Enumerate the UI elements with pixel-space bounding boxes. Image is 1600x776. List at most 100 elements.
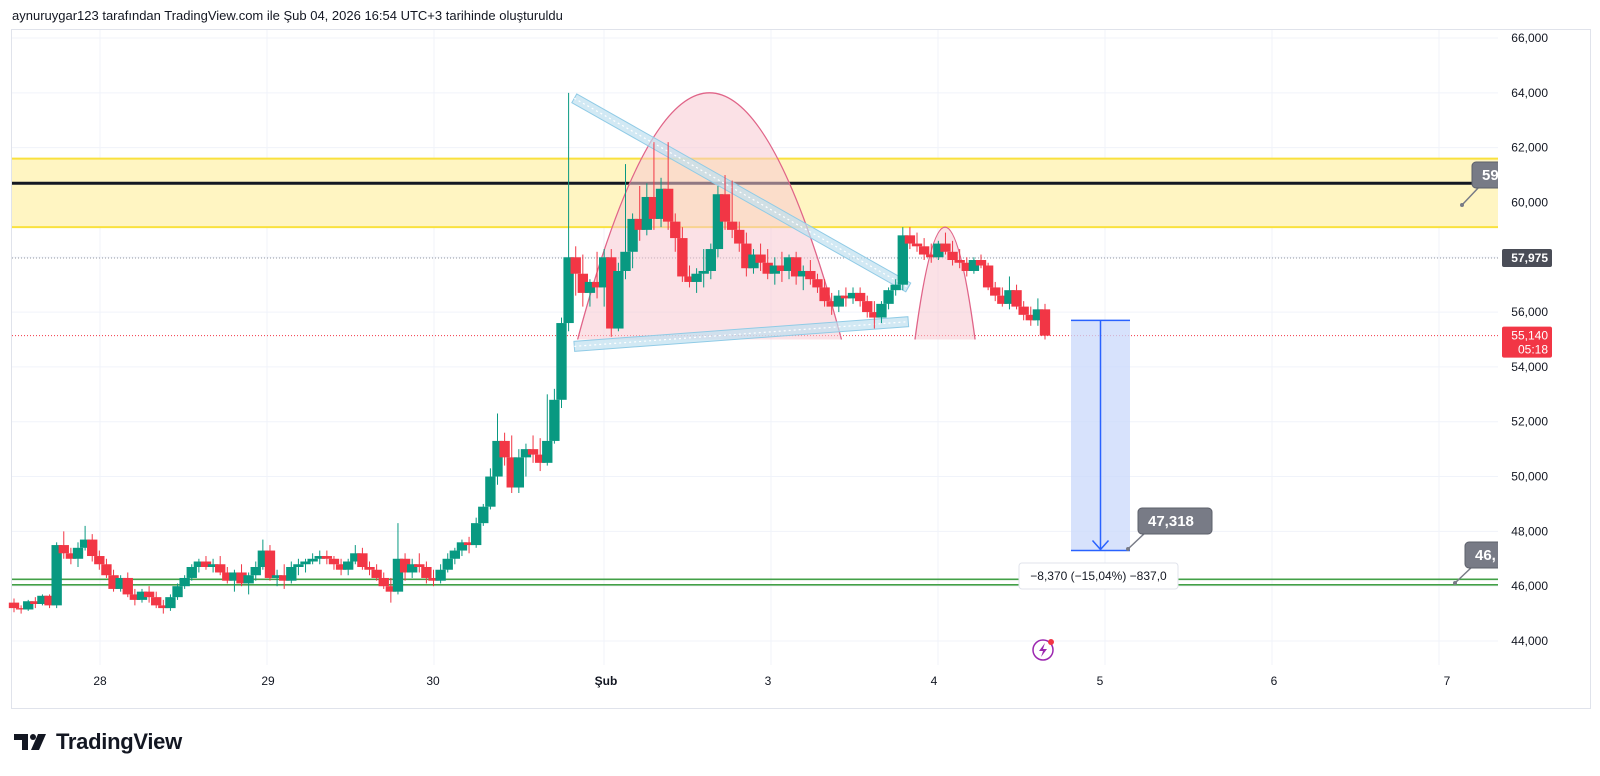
price-callout-text: 46, — [1475, 547, 1496, 564]
x-axis-tick-label: 28 — [93, 674, 107, 688]
candle — [499, 432, 510, 466]
tradingview-logo[interactable]: TradingView — [14, 729, 182, 755]
y-axis-tick-label: 56,000 — [1511, 305, 1548, 319]
marked-price-tag: 57,975 — [1502, 248, 1552, 267]
candle — [186, 564, 197, 581]
candle — [670, 213, 681, 252]
chart-attribution: aynuruygar123 tarafından TradingView.com… — [12, 8, 563, 23]
candle — [883, 287, 894, 310]
candle-body — [94, 556, 105, 565]
candle-body — [847, 292, 859, 299]
y-axis-tick-label: 44,000 — [1511, 634, 1548, 648]
candle — [243, 572, 254, 595]
y-axis[interactable]: 66,00064,00062,00060,00058,00056,00054,0… — [1502, 31, 1552, 648]
candle — [300, 558, 311, 573]
candle-body — [897, 235, 908, 285]
candle-body — [542, 440, 553, 463]
candle — [556, 317, 567, 409]
candle-body — [243, 575, 254, 584]
candle — [769, 257, 780, 285]
candle-body — [1039, 309, 1051, 336]
price-callout-box — [1471, 161, 1498, 189]
candle — [364, 561, 375, 576]
candle-body — [193, 561, 205, 567]
candle-body — [470, 523, 482, 546]
candle-body — [926, 254, 937, 258]
candle — [719, 175, 731, 230]
candle-body — [108, 575, 119, 589]
candle — [961, 257, 972, 277]
candle — [321, 550, 333, 565]
candle-body — [698, 270, 709, 274]
candle — [854, 287, 866, 307]
candle-body — [300, 561, 311, 565]
candle — [343, 558, 354, 576]
candle — [869, 301, 880, 329]
candle — [72, 542, 84, 567]
candle — [421, 561, 432, 584]
candle-body — [513, 457, 525, 488]
candle-body — [421, 566, 432, 578]
candle — [997, 287, 1008, 307]
candle-body — [876, 303, 887, 318]
candle — [584, 279, 596, 307]
candle — [264, 545, 276, 581]
candle — [840, 287, 852, 307]
candle-body — [442, 558, 453, 570]
candle — [655, 177, 667, 228]
alert-badge[interactable] — [1032, 639, 1054, 661]
candle — [975, 254, 987, 269]
candle — [847, 287, 859, 304]
candle — [399, 553, 411, 581]
candle-body — [684, 276, 695, 282]
candle-body — [790, 257, 802, 277]
candle — [286, 561, 297, 584]
x-axis[interactable]: 28 29 30 Şub 3 4 5 6 7 — [93, 674, 1450, 688]
price-callout-anchor — [1453, 581, 1457, 585]
candle-body — [15, 608, 27, 610]
candle-body — [115, 577, 126, 589]
candle-body — [783, 257, 795, 271]
candle — [407, 558, 418, 578]
candle — [222, 566, 233, 584]
candle — [712, 186, 724, 258]
candle-body — [215, 564, 226, 573]
candle-body — [1032, 309, 1044, 321]
candle — [904, 227, 916, 250]
candlestick-series — [8, 92, 1051, 614]
candle — [94, 550, 105, 570]
candle-body — [1011, 290, 1022, 307]
candle — [591, 251, 603, 299]
candle — [136, 588, 148, 603]
candle — [570, 246, 581, 296]
x-axis-tick-label: 29 — [261, 674, 275, 688]
candle-body — [584, 281, 596, 293]
candle — [734, 221, 745, 252]
candle-body — [641, 196, 652, 230]
candle-body — [520, 449, 532, 458]
candle-body — [997, 295, 1008, 304]
candle-body — [826, 301, 837, 307]
alert-badge-dot — [1048, 639, 1054, 645]
candle-body — [990, 287, 1001, 296]
y-axis-tick-label: 46,000 — [1511, 579, 1548, 593]
grid-lines — [12, 30, 1498, 665]
candle — [30, 597, 41, 609]
candle — [357, 547, 368, 570]
candle — [193, 558, 205, 573]
candle — [492, 413, 503, 485]
candle — [741, 232, 752, 277]
descending-trendline — [571, 93, 912, 293]
candle-body — [741, 243, 752, 269]
candle — [236, 564, 247, 587]
pattern-drawings — [571, 92, 976, 352]
candle-body — [172, 586, 183, 598]
candle — [634, 186, 645, 241]
candle-body — [840, 295, 852, 299]
candle-body — [321, 556, 333, 559]
candle-body — [399, 558, 411, 573]
candle-body — [385, 586, 397, 592]
candle — [776, 251, 788, 282]
candle-body — [271, 575, 283, 578]
